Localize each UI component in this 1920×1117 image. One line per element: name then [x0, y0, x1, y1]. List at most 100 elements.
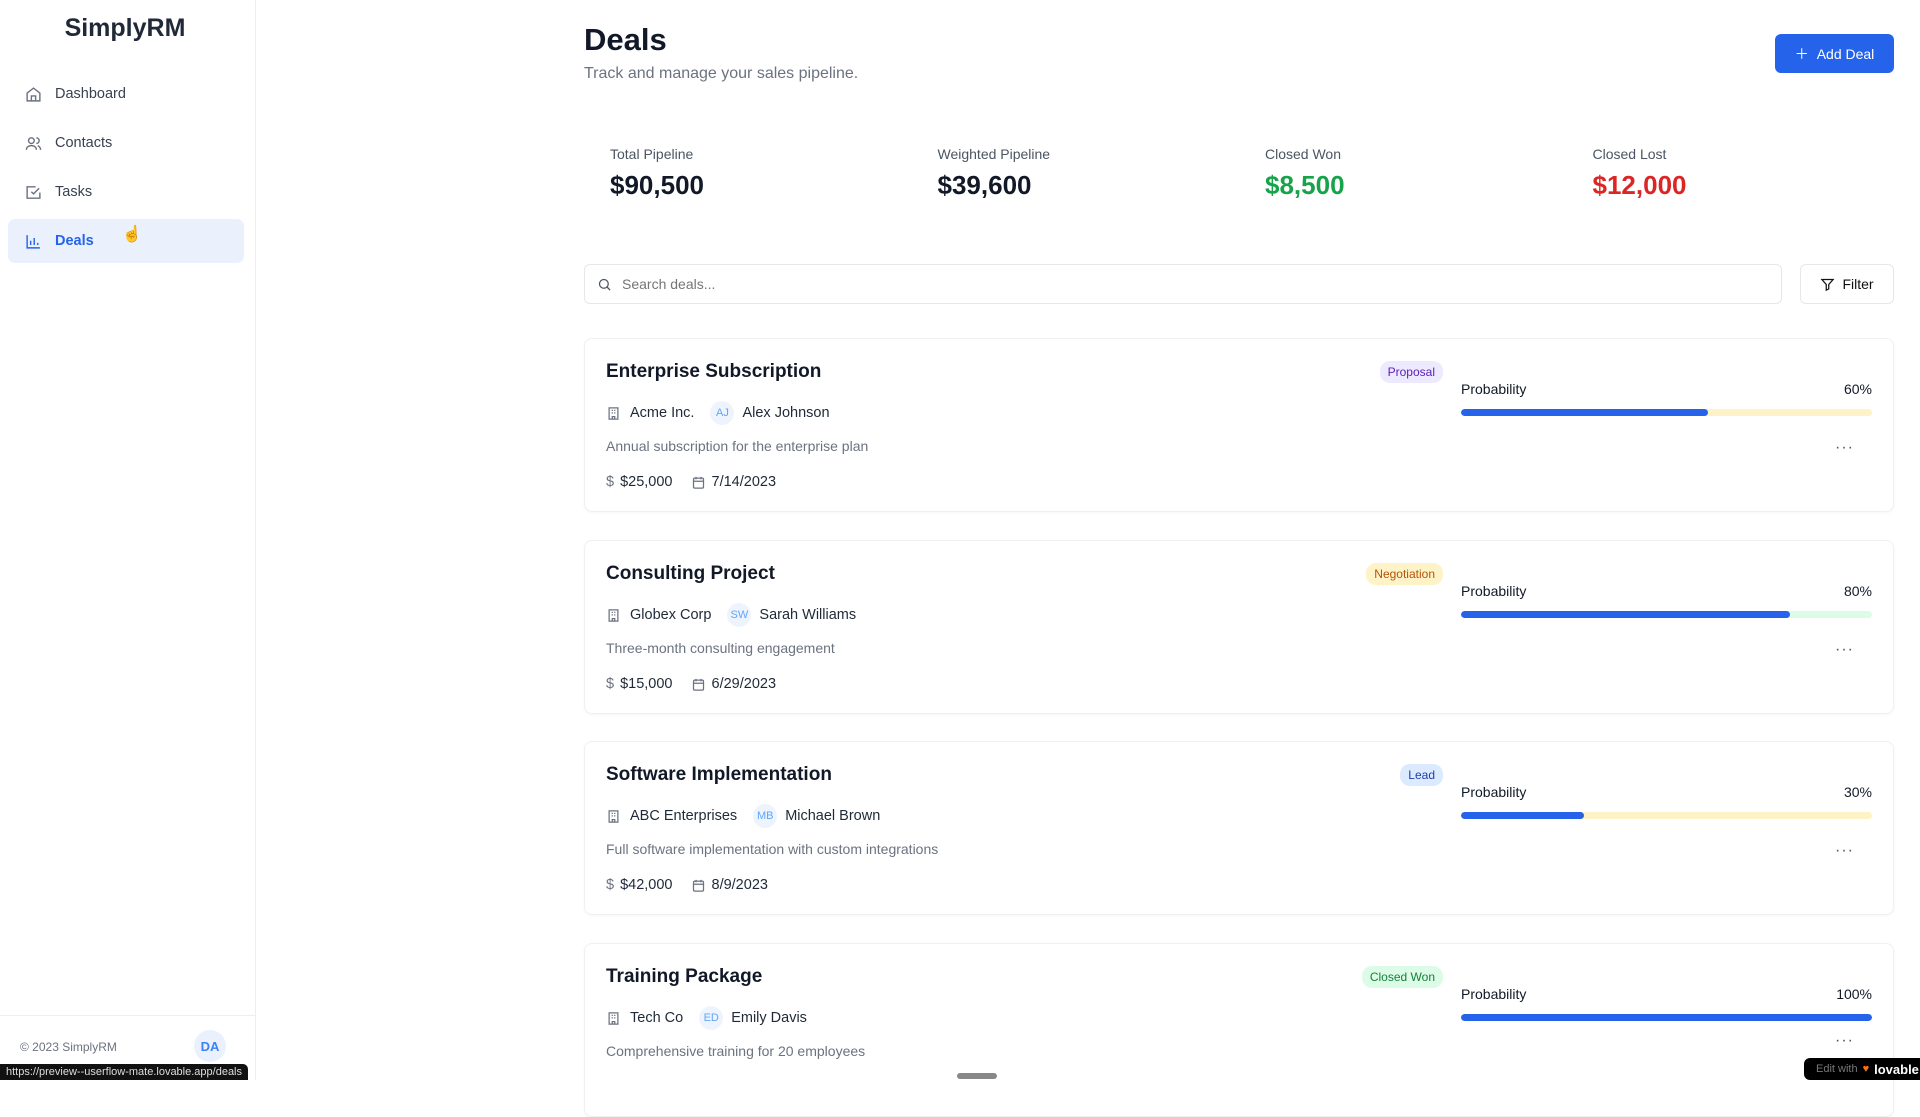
- probability-label: Probability: [1461, 381, 1527, 397]
- lovable-brand: lovable: [1874, 1061, 1919, 1077]
- deal-title[interactable]: Enterprise Subscription: [606, 361, 822, 382]
- more-options-icon[interactable]: ···: [1835, 1032, 1854, 1049]
- search-icon: [598, 278, 611, 291]
- sidebar-item-label: Dashboard: [55, 86, 126, 102]
- deal-company-contact: Tech Co ED Emily Davis: [606, 1006, 807, 1030]
- probability-label: Probability: [1461, 784, 1527, 800]
- deal-meta: $ $25,000 7/14/2023: [606, 474, 776, 490]
- probability-panel: Probability 80%: [1461, 583, 1872, 618]
- deal-meta: $ $15,000 6/29/2023: [606, 676, 776, 692]
- sidebar: SimplyRM Dashboard Contacts Tasks Deals …: [0, 0, 256, 1080]
- users-icon: [25, 136, 42, 150]
- probability-bar: [1461, 1014, 1872, 1021]
- building-icon: [608, 1011, 619, 1025]
- search-box: [584, 264, 1782, 304]
- more-options-icon[interactable]: ···: [1835, 641, 1854, 658]
- deal-company-contact: Globex Corp SW Sarah Williams: [606, 603, 856, 627]
- contact-avatar: SW: [727, 603, 752, 627]
- probability-value: 60%: [1843, 381, 1872, 397]
- dollar-icon: $: [606, 474, 615, 490]
- contact-name: Emily Davis: [731, 1010, 807, 1026]
- dollar-icon: $: [606, 676, 615, 692]
- search-input[interactable]: [622, 276, 1722, 292]
- stat-value: $8,500: [1265, 170, 1345, 200]
- deal-meta: $ $42,000 8/9/2023: [606, 877, 768, 893]
- stage-badge: Closed Won: [1361, 966, 1443, 988]
- more-options-icon[interactable]: ···: [1835, 842, 1854, 859]
- stat-weighted-pipeline: Weighted Pipeline $39,600: [912, 140, 1240, 201]
- deal-date: 8/9/2023: [711, 877, 768, 893]
- stage-badge: Proposal: [1379, 361, 1443, 383]
- probability-fill: [1461, 611, 1790, 618]
- deal-company-contact: ABC Enterprises MB Michael Brown: [606, 804, 880, 828]
- sidebar-item-contacts[interactable]: Contacts: [8, 121, 244, 165]
- stat-label: Closed Lost: [1592, 146, 1667, 162]
- deal-company-contact: Acme Inc. AJ Alex Johnson: [606, 401, 830, 425]
- filter-icon: [1820, 278, 1835, 291]
- probability-panel: Probability 100%: [1461, 986, 1872, 1021]
- contact-avatar: AJ: [710, 401, 735, 425]
- hand-cursor-icon: ☝: [122, 226, 142, 243]
- deal-amount: $25,000: [620, 474, 673, 490]
- lovable-prefix: Edit with: [1816, 1062, 1858, 1075]
- building-icon: [608, 608, 619, 622]
- stat-value: $90,500: [610, 170, 704, 200]
- deal-description: Comprehensive training for 20 employees: [606, 1043, 866, 1059]
- probability-value: 80%: [1843, 583, 1872, 599]
- stat-closed-lost: Closed Lost $12,000: [1567, 140, 1895, 201]
- sidebar-item-tasks[interactable]: Tasks: [8, 170, 244, 214]
- contact-name: Sarah Williams: [759, 607, 857, 623]
- status-url: https://preview--userflow-mate.lovable.a…: [0, 1064, 249, 1080]
- probability-bar: [1461, 409, 1872, 416]
- probability-bar: [1461, 812, 1872, 819]
- dollar-icon: $: [606, 877, 615, 893]
- scrollbar-thumb[interactable]: [957, 1073, 997, 1079]
- deal-card[interactable]: Software Implementation Lead ABC Enterpr…: [584, 741, 1894, 915]
- deal-description: Annual subscription for the enterprise p…: [606, 438, 869, 454]
- home-icon: [26, 86, 41, 102]
- building-icon: [608, 406, 619, 420]
- deal-amount: $15,000: [620, 676, 673, 692]
- deal-card[interactable]: Consulting Project Negotiation Globex Co…: [584, 540, 1894, 714]
- stats-row: Total Pipeline $90,500 Weighted Pipeline $…: [584, 140, 1894, 201]
- sidebar-item-label: Tasks: [55, 184, 93, 200]
- sidebar-item-dashboard[interactable]: Dashboard: [8, 72, 244, 116]
- stat-label: Weighted Pipeline: [937, 146, 1051, 162]
- add-deal-button[interactable]: ＋ Add Deal: [1775, 34, 1894, 73]
- company-name: Globex Corp: [630, 607, 712, 623]
- contact-avatar: ED: [699, 1006, 724, 1030]
- deal-card[interactable]: Enterprise Subscription Proposal Acme In…: [584, 338, 1894, 512]
- more-options-icon[interactable]: ···: [1835, 439, 1854, 456]
- probability-panel: Probability 60%: [1461, 381, 1872, 416]
- deal-amount: $42,000: [620, 877, 673, 893]
- stat-label: Closed Won: [1265, 146, 1342, 162]
- probability-value: 100%: [1836, 986, 1872, 1002]
- deal-description: Three-month consulting engagement: [606, 640, 835, 656]
- stat-value: $39,600: [937, 170, 1032, 200]
- deal-title[interactable]: Training Package: [606, 966, 763, 987]
- calendar-icon: [692, 476, 704, 489]
- sidebar-item-deals[interactable]: Deals: [8, 219, 244, 263]
- calendar-icon: [692, 678, 704, 691]
- page-title: Deals: [584, 22, 667, 57]
- deal-title[interactable]: Software Implementation: [606, 764, 832, 785]
- deal-date: 7/14/2023: [711, 474, 777, 490]
- stat-total-pipeline: Total Pipeline $90,500: [584, 140, 912, 201]
- sidebar-footer: © 2023 SimplyRM DA: [0, 1015, 256, 1080]
- deal-date: 6/29/2023: [711, 676, 777, 692]
- user-avatar[interactable]: DA: [194, 1030, 226, 1062]
- filter-button[interactable]: Filter: [1800, 264, 1894, 304]
- filter-label: Filter: [1842, 276, 1874, 292]
- company-name: Tech Co: [630, 1010, 684, 1026]
- stage-badge: Lead: [1400, 764, 1443, 786]
- deal-card[interactable]: Training Package Closed Won Tech Co ED E…: [584, 943, 1894, 1117]
- deal-title[interactable]: Consulting Project: [606, 563, 775, 584]
- bar-chart-icon: [26, 234, 40, 249]
- heart-icon: ♥: [1862, 1062, 1870, 1075]
- sidebar-nav: Dashboard Contacts Tasks Deals: [8, 72, 244, 268]
- check-square-icon: [26, 185, 41, 199]
- contact-name: Alex Johnson: [742, 405, 830, 421]
- lovable-badge[interactable]: Edit with ♥ lovable: [1804, 1058, 1920, 1080]
- probability-value: 30%: [1843, 784, 1872, 800]
- app-logo[interactable]: SimplyRM: [64, 14, 186, 42]
